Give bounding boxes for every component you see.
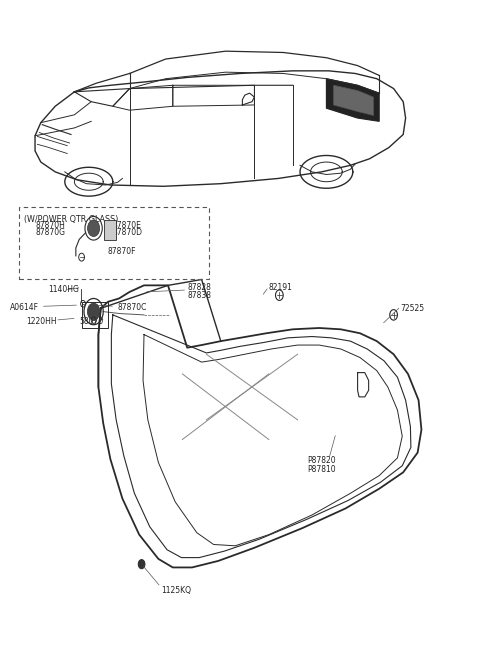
Text: 87870G: 87870G — [36, 228, 66, 237]
Text: 87870D: 87870D — [113, 228, 143, 237]
Text: P87820: P87820 — [307, 456, 336, 465]
Bar — [104, 220, 116, 240]
Text: 87870E: 87870E — [113, 220, 142, 230]
Text: 87870H: 87870H — [36, 220, 66, 230]
Text: 1125KQ: 1125KQ — [161, 586, 191, 595]
Text: A0614F: A0614F — [10, 302, 38, 312]
Bar — [82, 302, 108, 328]
Polygon shape — [326, 79, 379, 121]
Text: P87810: P87810 — [307, 464, 336, 474]
Text: 87870C: 87870C — [118, 302, 147, 312]
Circle shape — [87, 220, 100, 237]
Text: 58070: 58070 — [79, 317, 104, 326]
Text: 1220HH: 1220HH — [26, 317, 57, 326]
Circle shape — [138, 560, 145, 569]
Text: (W/POWER QTR GLASS): (W/POWER QTR GLASS) — [24, 215, 119, 224]
Circle shape — [87, 303, 100, 320]
Text: 87870F: 87870F — [108, 247, 136, 256]
Text: 1140HG: 1140HG — [48, 285, 79, 295]
Text: 87828: 87828 — [187, 283, 211, 292]
Text: 82191: 82191 — [269, 283, 293, 292]
Bar — [19, 207, 209, 279]
Text: 72525: 72525 — [401, 304, 425, 313]
Text: 87838: 87838 — [187, 291, 211, 300]
Polygon shape — [334, 85, 373, 115]
